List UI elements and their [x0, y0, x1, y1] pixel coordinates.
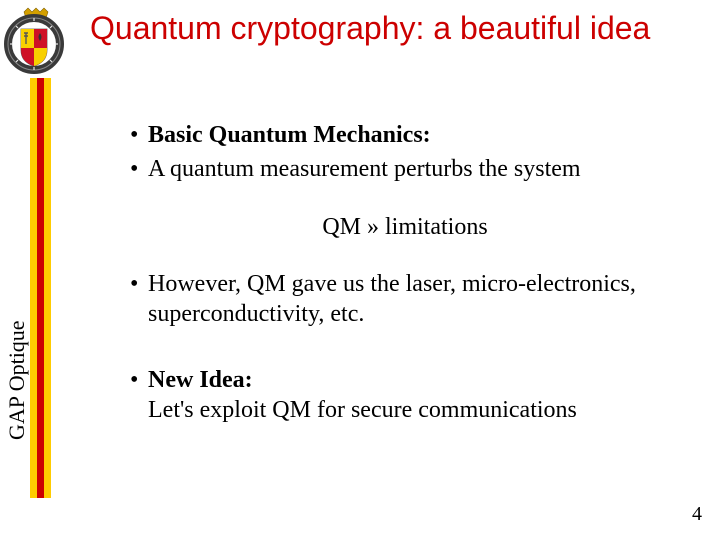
bullet-3-text: However, QM gave us the laser, micro-ele… [148, 269, 680, 329]
bullet-4-text: New Idea: Let's exploit QM for secure co… [148, 365, 577, 425]
page-number: 4 [692, 503, 702, 526]
stripe-yellow-1 [30, 78, 37, 498]
bullet-dot-icon: • [130, 154, 148, 184]
bullet-4-lead: New Idea: [148, 367, 253, 393]
bullet-4-rest: Let's exploit QM for secure communicatio… [148, 397, 577, 423]
accent-stripes [30, 78, 50, 498]
bullet-dot-icon: • [130, 120, 148, 150]
bullet-3: • However, QM gave us the laser, micro-e… [130, 269, 680, 329]
slide: GAP Optique Quantum cryptography: a beau… [0, 0, 720, 540]
slide-body: • Basic Quantum Mechanics: • A quantum m… [130, 120, 680, 429]
slide-title: Quantum cryptography: a beautiful idea [90, 10, 700, 47]
university-logo [4, 6, 64, 76]
center-implication: QM » limitations [130, 214, 680, 241]
stripe-red [37, 78, 44, 498]
bullet-2: • A quantum measurement perturbs the sys… [130, 154, 680, 184]
bullet-1: • Basic Quantum Mechanics: [130, 120, 680, 150]
stripe-yellow-2 [44, 78, 51, 498]
bullet-4: • New Idea: Let's exploit QM for secure … [130, 365, 680, 425]
sidebar-label: GAP Optique [4, 320, 30, 440]
bullet-dot-icon: • [130, 269, 148, 299]
bullet-dot-icon: • [130, 365, 148, 395]
bullet-1-text: Basic Quantum Mechanics: [148, 120, 431, 150]
bullet-2-text: A quantum measurement perturbs the syste… [148, 154, 581, 184]
